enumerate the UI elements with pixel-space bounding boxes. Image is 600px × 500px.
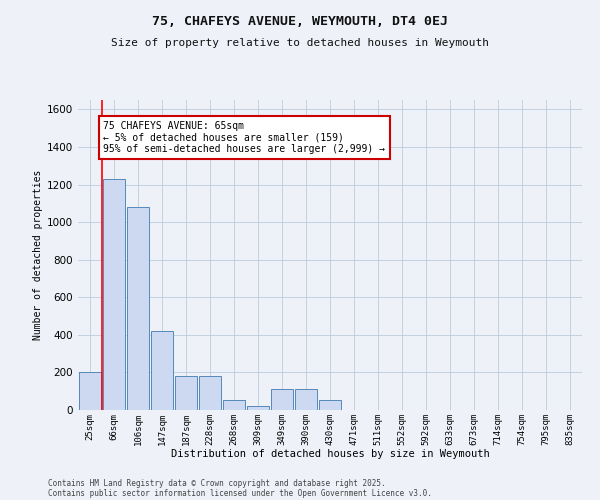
Bar <box>319 400 341 410</box>
Bar <box>151 331 173 410</box>
X-axis label: Distribution of detached houses by size in Weymouth: Distribution of detached houses by size … <box>170 449 490 459</box>
Bar <box>103 179 125 410</box>
Bar <box>79 372 101 410</box>
Y-axis label: Number of detached properties: Number of detached properties <box>33 170 43 340</box>
Bar <box>247 406 269 410</box>
Bar <box>127 207 149 410</box>
Bar <box>175 376 197 410</box>
Bar <box>223 400 245 410</box>
Bar <box>271 390 293 410</box>
Text: Size of property relative to detached houses in Weymouth: Size of property relative to detached ho… <box>111 38 489 48</box>
Text: Contains HM Land Registry data © Crown copyright and database right 2025.: Contains HM Land Registry data © Crown c… <box>48 478 386 488</box>
Text: Contains public sector information licensed under the Open Government Licence v3: Contains public sector information licen… <box>48 488 432 498</box>
Bar <box>295 390 317 410</box>
Bar <box>199 376 221 410</box>
Text: 75 CHAFEYS AVENUE: 65sqm
← 5% of detached houses are smaller (159)
95% of semi-d: 75 CHAFEYS AVENUE: 65sqm ← 5% of detache… <box>103 120 385 154</box>
Text: 75, CHAFEYS AVENUE, WEYMOUTH, DT4 0EJ: 75, CHAFEYS AVENUE, WEYMOUTH, DT4 0EJ <box>152 15 448 28</box>
